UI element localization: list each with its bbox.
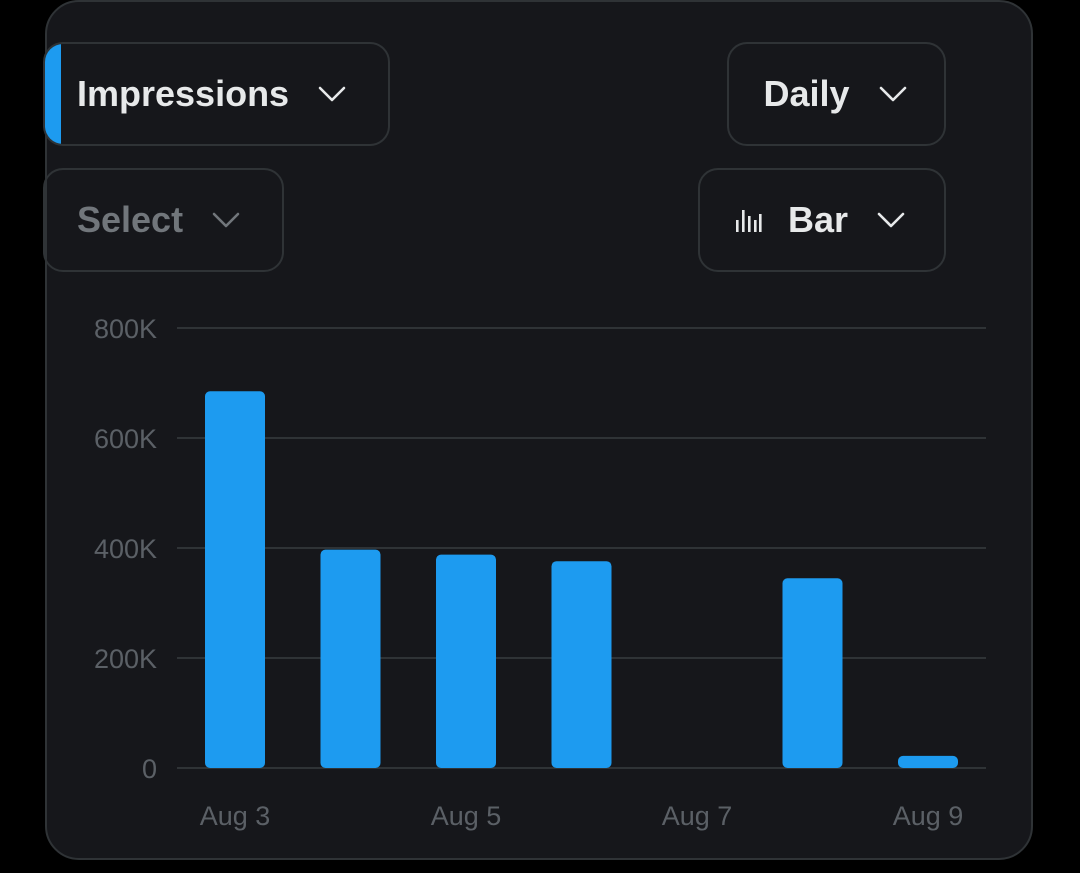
x-tick-label: Aug 7 (662, 801, 733, 831)
x-tick-label: Aug 9 (893, 801, 964, 831)
y-tick-label: 0 (142, 754, 157, 784)
bar-chart-icon (734, 206, 762, 234)
bar[interactable] (898, 755, 958, 768)
bar[interactable] (320, 549, 381, 768)
x-tick-label: Aug 5 (431, 801, 502, 831)
chevron-down-icon (874, 203, 908, 237)
chevron-down-icon (315, 77, 349, 111)
chart-type-dropdown[interactable]: Bar (698, 168, 946, 272)
metric-color-indicator (45, 44, 61, 144)
y-tick-label: 800K (94, 314, 157, 344)
bar[interactable] (551, 561, 612, 768)
compare-dropdown-label: Select (77, 199, 184, 240)
y-tick-label: 200K (94, 644, 157, 674)
compare-dropdown[interactable]: Select (43, 168, 284, 272)
chart-type-dropdown-label: Bar (788, 199, 849, 240)
bar[interactable] (782, 578, 843, 768)
chevron-down-icon (209, 203, 243, 237)
y-tick-label: 600K (94, 424, 157, 454)
period-dropdown-label: Daily (763, 73, 850, 114)
period-dropdown[interactable]: Daily (727, 42, 946, 146)
y-tick-label: 400K (94, 534, 157, 564)
bar[interactable] (436, 554, 496, 768)
chevron-down-icon (876, 77, 910, 111)
metric-dropdown-label: Impressions (77, 73, 290, 114)
x-tick-label: Aug 3 (200, 801, 271, 831)
bar[interactable] (205, 391, 265, 768)
metric-dropdown[interactable]: Impressions (43, 42, 390, 146)
